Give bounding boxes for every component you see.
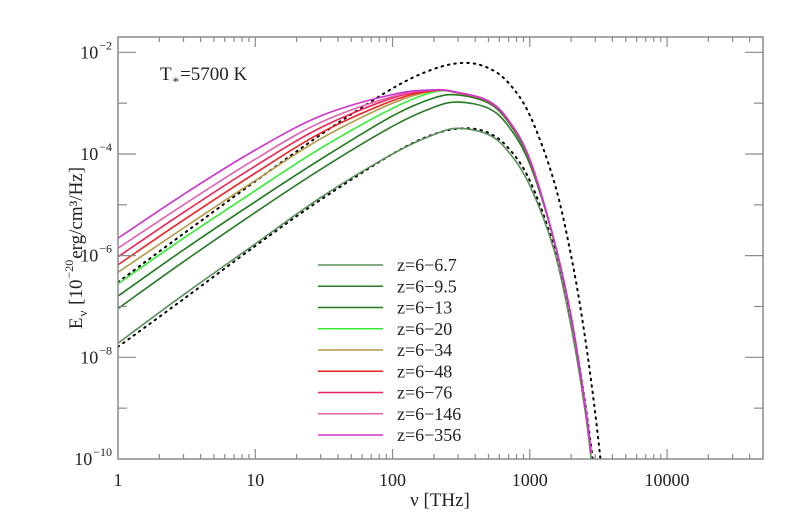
y-tick-base: 10 [74, 449, 92, 469]
series-line-z=6-356 [118, 89, 592, 454]
legend-label: z=6−20 [397, 319, 452, 339]
y-tick-exponent: −10 [93, 445, 112, 459]
legend-label: z=6−48 [397, 361, 452, 381]
y-tick-label: −610 [80, 242, 112, 266]
y-label-post: erg/cm³/Hz] [66, 167, 87, 259]
legend-item: z=6−6.7 [318, 255, 457, 275]
series-line-z=6-9.5 [118, 101, 592, 454]
x-tick-label: 1 [114, 470, 123, 490]
x-tick-label: 10 [246, 470, 264, 490]
legend-label: z=6−6.7 [397, 255, 457, 275]
legend-item: z=6−356 [318, 425, 461, 445]
x-axis-label: ν [THz] [410, 490, 470, 511]
y-tick-label: −810 [80, 343, 112, 367]
legend-item: z=6−76 [318, 383, 452, 403]
y-tick-base: 10 [80, 42, 98, 62]
y-tick-label: −410 [80, 140, 112, 164]
legend: z=6−6.7z=6−9.5z=6−13z=6−20z=6−34z=6−48z=… [318, 255, 461, 445]
y-tick-exponent: −6 [99, 242, 112, 256]
legend-item: z=6−13 [318, 298, 452, 318]
dotted-curve-1 [118, 61, 602, 459]
legend-label: z=6−34 [397, 340, 452, 360]
dotted-curve-2 [118, 127, 594, 459]
y-axis-label: E ν [10 −20 erg/cm³/Hz] [62, 167, 90, 329]
y-tick-base: 10 [80, 246, 98, 266]
y-tick-exponent: −8 [99, 343, 112, 357]
y-label-main: E [66, 317, 87, 329]
y-tick-base: 10 [80, 144, 98, 164]
y-tick-label: −210 [80, 38, 112, 62]
plot-curves [118, 61, 602, 459]
annotation-main: T [160, 64, 172, 85]
legend-label: z=6−9.5 [397, 276, 457, 296]
x-tick-label: 10000 [645, 470, 690, 490]
legend-label: z=6−13 [397, 298, 452, 318]
x-tick-label: 100 [379, 470, 406, 490]
legend-item: z=6−48 [318, 361, 452, 381]
legend-label: z=6−146 [397, 404, 461, 424]
annotation-rest: =5700 K [180, 64, 247, 85]
plot-frame [117, 36, 764, 460]
x-tick-labels: 1 10 100 1000 10000 [114, 470, 690, 490]
x-tick-label: 1000 [512, 470, 548, 490]
series-line-z=6-6.7 [118, 127, 592, 459]
y-label-exp: −20 [62, 260, 76, 279]
y-label-pre: [10 [66, 280, 87, 310]
axis-ticks [118, 37, 763, 459]
legend-item: z=6−146 [318, 404, 461, 424]
temperature-annotation: T * =5700 K [160, 64, 248, 89]
y-label-sub: ν [75, 311, 90, 317]
y-tick-base: 10 [80, 347, 98, 367]
legend-item: z=6−9.5 [318, 276, 457, 296]
y-tick-exponent: −4 [99, 140, 112, 154]
legend-label: z=6−76 [397, 383, 452, 403]
annotation-sub: * [173, 74, 180, 89]
legend-label: z=6−356 [397, 425, 461, 445]
y-tick-exponent: −2 [99, 38, 112, 52]
legend-item: z=6−34 [318, 340, 452, 360]
legend-item: z=6−20 [318, 319, 452, 339]
